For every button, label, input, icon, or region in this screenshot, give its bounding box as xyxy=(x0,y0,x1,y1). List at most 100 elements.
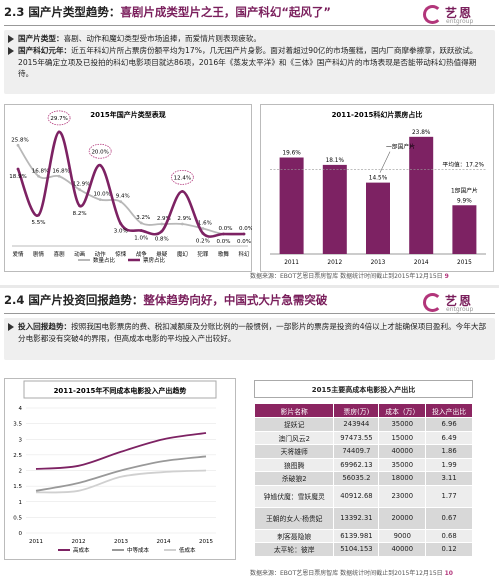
table-row: 捉妖记 243944 35000 6.96 xyxy=(253,417,473,432)
y-tick-label: 1.5 xyxy=(13,484,22,490)
slide-title: 2.3 国产片类型趋势：喜剧片成类型片之王，国产科幻“起风了” xyxy=(4,5,331,19)
table-cell: 3.11 xyxy=(425,471,473,486)
data-label: 18.9% xyxy=(9,174,26,180)
table-cell: 69962.13 xyxy=(333,457,380,472)
data-label: 25.8% xyxy=(11,137,28,143)
slide-title: 2.4 国产片投资回报趋势：整体趋势向好，中国式大片急需突破 xyxy=(4,293,328,307)
data-point xyxy=(180,222,184,226)
x-tick-label: 2012 xyxy=(72,539,86,545)
x-tick-label: 动作 xyxy=(95,250,107,258)
bullet-genre: 国产片类型：喜剧、动作和魔幻类型受市场追捧，而爱情片则表现疲软。 xyxy=(8,33,490,45)
table-row: 钟馗伏魔：雪妖魔灵 40912.68 23000 1.77 xyxy=(253,484,473,508)
series-line-low-cost xyxy=(35,469,207,494)
bar-2014 xyxy=(409,136,434,254)
data-label: 1.0% xyxy=(134,236,148,242)
x-tick-label: 2013 xyxy=(371,260,386,266)
data-point xyxy=(78,188,82,192)
bar-value-label: 23.8% xyxy=(412,130,431,136)
table-cell: 狼图腾 xyxy=(253,457,335,472)
table-cell: 35000 xyxy=(378,457,427,472)
x-tick-label: 动画 xyxy=(74,251,85,258)
data-point xyxy=(160,222,164,226)
x-tick-label: 2011 xyxy=(284,260,299,266)
annotation: 一部国产片 xyxy=(386,143,415,151)
x-tick-label: 2015 xyxy=(199,539,213,545)
table-cell: 0.68 xyxy=(425,528,473,543)
data-label: 9.4% xyxy=(116,194,130,200)
table-cell: 20000 xyxy=(378,506,427,530)
cost-roi-line-chart: 2011-2015年不同成本电影投入产出趋势 0 0.5 1 1.5 2 2.5 3 3.5 4 2… xyxy=(4,378,236,560)
table-row: 王朝的女人·杨贵妃 13392.31 20000 0.67 xyxy=(253,506,473,530)
series-line-count-share xyxy=(17,144,245,236)
entgroup-logo-icon xyxy=(423,293,442,312)
table-cell: 太平轮：彼岸 xyxy=(253,542,335,557)
bar-value-label: 19.6% xyxy=(282,151,301,157)
table-cell: 王朝的女人·杨贵妃 xyxy=(253,506,335,530)
table-row: 天将雄师 74409.7 40000 1.86 xyxy=(253,444,473,459)
x-tick-label: 剧情 xyxy=(33,250,45,258)
x-tick-label: 科幻 xyxy=(238,250,250,258)
column-header: 票房(万) xyxy=(333,403,380,418)
scifi-bar-chart: 2011-2015科幻片票房占比 19.6% 2011 18.1% 2012 14.5% 2… xyxy=(260,104,494,272)
table-cell: 97473.55 xyxy=(333,430,380,445)
data-point xyxy=(37,213,40,217)
data-point xyxy=(201,231,205,235)
y-tick-label: 0.5 xyxy=(13,515,22,521)
data-point xyxy=(57,130,61,134)
x-tick-label: 犯罪 xyxy=(197,250,209,258)
table-cell: 23000 xyxy=(378,484,427,508)
annotation-pointer xyxy=(379,151,391,173)
table-row: 刺客聂隐娘 6139.981 9000 0.68 xyxy=(253,528,473,543)
data-label: 0.8% xyxy=(155,236,169,242)
data-point xyxy=(119,222,123,226)
chart-title: 2011-2015年不同成本电影投入产出趋势 xyxy=(54,386,187,395)
x-tick-label: 2014 xyxy=(414,260,429,266)
table-cell: 243944 xyxy=(333,417,380,432)
x-tick-label: 2011 xyxy=(29,539,43,545)
legend-label: 数量占比 xyxy=(93,256,116,264)
footnote: 数据来源：EBOT艺恩日票房智库 数据统计时间截止到2015年12月15日 9 xyxy=(250,273,449,280)
x-tick-label: 2012 xyxy=(327,260,342,266)
data-point xyxy=(160,229,164,233)
bar-value-label: 14.5% xyxy=(369,176,388,182)
y-tick-label: 4 xyxy=(19,406,23,412)
x-tick-label: 喜剧 xyxy=(54,250,66,258)
data-point xyxy=(180,189,184,193)
data-label: 3.0% xyxy=(114,229,128,235)
data-label: 10.0% xyxy=(93,192,110,198)
bar-2011 xyxy=(279,157,304,254)
table-cell: 6.96 xyxy=(425,417,473,432)
table-row: 杀破狼2 56035.2 18000 3.11 xyxy=(253,471,473,486)
table-title: 2015主要高成本电影投入产出比 xyxy=(254,380,473,398)
x-tick-label: 歌舞 xyxy=(218,250,230,258)
table-cell: 捉妖记 xyxy=(253,417,335,432)
data-label: 29.7% xyxy=(50,116,67,122)
data-point xyxy=(139,221,143,225)
table-cell: 澳门风云2 xyxy=(253,430,335,445)
data-point xyxy=(78,204,82,208)
bullet-roi: 投入回报趋势：按照我国电影票房的费、税扣减额度及分账比例的一般惯例，一部影片的票… xyxy=(8,321,490,345)
table-row: 狼图腾 69962.13 35000 1.99 xyxy=(253,457,473,472)
table-cell: 13392.31 xyxy=(333,506,380,530)
table-row: 太平轮：彼岸 5104.153 40000 0.12 xyxy=(253,542,473,557)
data-point xyxy=(201,227,205,230)
bar-value-label: 18.1% xyxy=(326,158,345,164)
data-label: 5.5% xyxy=(32,220,46,226)
title-divider xyxy=(4,313,495,314)
table-cell: 钟馗伏魔：雪妖魔灵 xyxy=(253,484,335,508)
table-cell: 56035.2 xyxy=(333,471,380,486)
x-tick-label: 2015 xyxy=(457,260,472,266)
y-tick-label: 2 xyxy=(19,469,23,475)
y-tick-label: 3.5 xyxy=(13,422,22,428)
legend-label: 票房占比 xyxy=(143,256,166,264)
data-label: 1.6% xyxy=(198,221,212,227)
data-label: 12.4% xyxy=(174,175,191,181)
slide-investment-trend: 2.4 国产片投资回报趋势：整体趋势向好，中国式大片急需突破 艺恩 entgro… xyxy=(0,288,499,581)
table-cell: 6.49 xyxy=(425,430,473,445)
table-cell: 1.99 xyxy=(425,457,473,472)
roi-table: 影片名称 票房(万) 成本（万） 投入产出比 捉妖记 243944 35000 6.96 澳门… xyxy=(253,403,473,557)
series-line-mid-cost xyxy=(35,455,207,492)
data-point xyxy=(139,229,143,232)
bar-value-label: 9.9% xyxy=(457,198,472,204)
